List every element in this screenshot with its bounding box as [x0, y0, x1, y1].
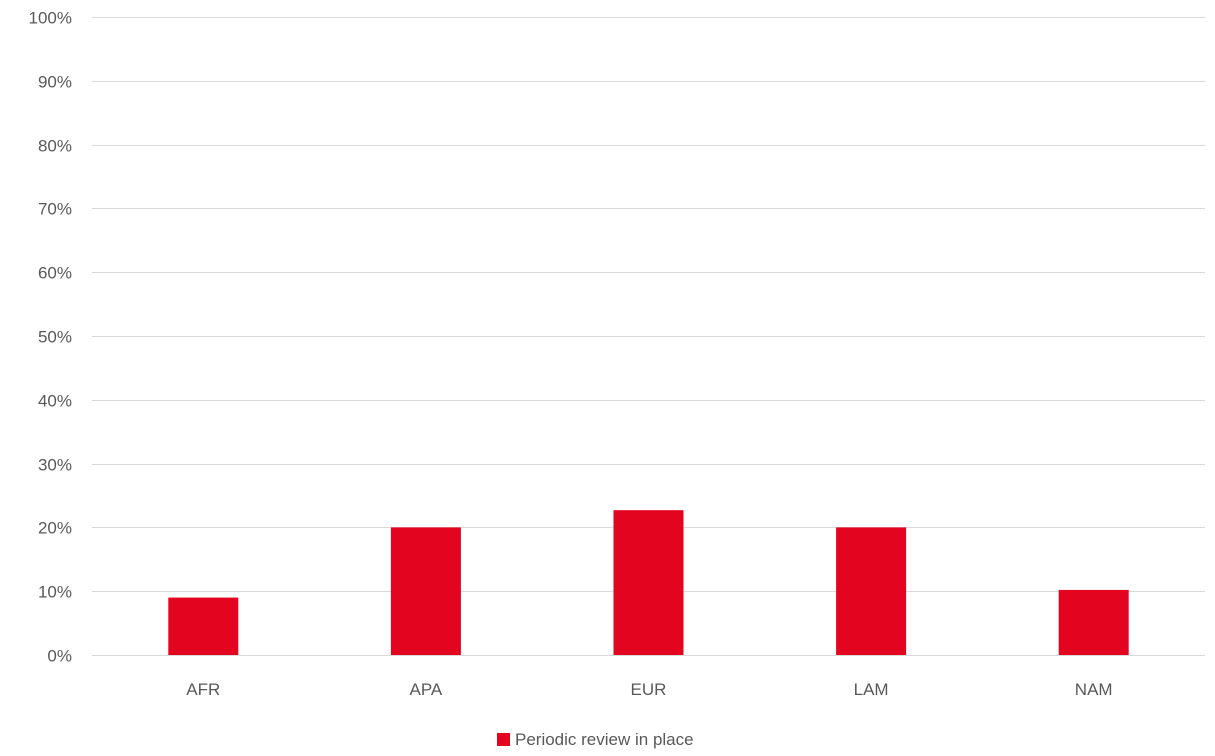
- x-tick-label: AFR: [186, 680, 220, 699]
- y-tick-label: 80%: [38, 137, 72, 156]
- x-tick-label: APA: [410, 680, 443, 699]
- y-tick-label: 70%: [38, 200, 72, 219]
- bar-afr: [168, 597, 239, 655]
- bar-eur: [613, 510, 684, 655]
- x-axis-tick-labels: AFR APA EUR LAM NAM: [186, 680, 1112, 699]
- y-tick-label: 40%: [38, 392, 72, 411]
- y-tick-label: 20%: [38, 519, 72, 538]
- x-tick-label: NAM: [1075, 680, 1113, 699]
- bar-apa: [390, 527, 461, 655]
- bar-lam: [836, 527, 907, 655]
- legend: Periodic review in place: [497, 730, 694, 749]
- y-tick-label: 30%: [38, 456, 72, 475]
- y-tick-label: 0%: [47, 647, 72, 666]
- x-tick-label: LAM: [854, 680, 889, 699]
- y-tick-label: 100%: [29, 9, 72, 28]
- y-tick-label: 60%: [38, 264, 72, 283]
- bar-nam: [1058, 589, 1129, 655]
- y-tick-label: 90%: [38, 73, 72, 92]
- gridlines: [92, 17, 1205, 656]
- x-tick-label: EUR: [631, 680, 667, 699]
- bars: [168, 510, 1129, 655]
- y-axis-tick-labels: 0% 10% 20% 30% 40% 50% 60% 70% 80% 90% 100%: [29, 9, 72, 666]
- y-tick-label: 10%: [38, 583, 72, 602]
- legend-label: Periodic review in place: [515, 730, 694, 749]
- y-tick-label: 50%: [38, 328, 72, 347]
- legend-swatch: [497, 733, 510, 746]
